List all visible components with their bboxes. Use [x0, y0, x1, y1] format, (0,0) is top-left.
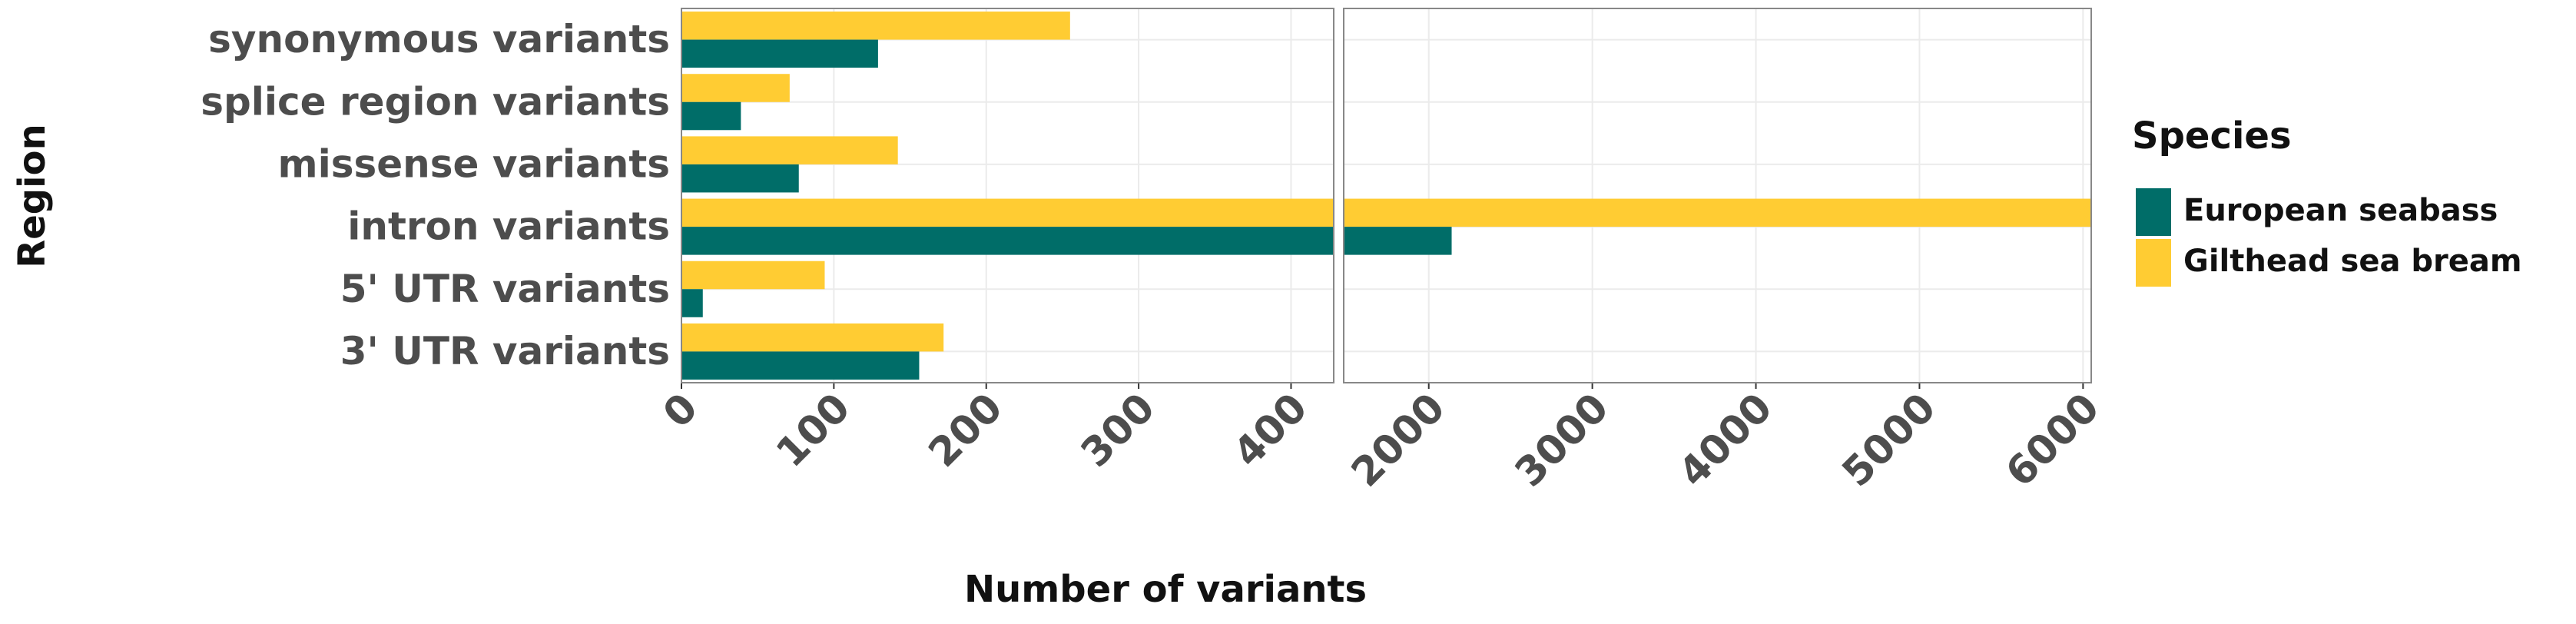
- bar: [1344, 227, 1452, 255]
- legend-label: Gilthead sea bream: [2183, 244, 2522, 279]
- x-tick-label: 0: [655, 385, 707, 437]
- y-tick-label: intron variants: [347, 204, 670, 249]
- bar: [681, 164, 799, 193]
- x-tick-label: 3000: [1507, 385, 1618, 496]
- x-tick-label: 5000: [1834, 385, 1945, 496]
- y-tick-label: 5' UTR variants: [340, 267, 670, 311]
- legend-label: European seabass: [2183, 193, 2498, 228]
- bar: [681, 39, 878, 68]
- x-tick-label: 2000: [1343, 385, 1454, 496]
- x-tick-label: 200: [920, 385, 1012, 476]
- bar: [681, 289, 703, 317]
- bar: [681, 323, 944, 352]
- y-axis-title: Region: [11, 124, 54, 267]
- bar: [681, 351, 920, 380]
- x-axis-title: Number of variants: [964, 568, 1367, 611]
- x-tick-label: 4000: [1670, 385, 1782, 496]
- legend-key: [2136, 239, 2171, 287]
- bar: [681, 227, 1334, 255]
- x-tick-label: 100: [767, 385, 859, 476]
- panel-border: [681, 8, 1334, 383]
- bar: [681, 136, 898, 164]
- x-tick-label: 400: [1225, 385, 1316, 476]
- bar: [681, 74, 790, 102]
- bars: [1344, 198, 2091, 255]
- y-tick-label: synonymous variants: [208, 17, 670, 61]
- bar: [1344, 198, 2091, 227]
- bar: [681, 101, 741, 131]
- y-tick-label: missense variants: [278, 141, 670, 186]
- panel-background: [681, 8, 1334, 383]
- y-tick-label: 3' UTR variants: [340, 329, 670, 373]
- x-tick-label: 6000: [1997, 385, 2109, 496]
- y-tick-label: splice region variants: [201, 79, 670, 124]
- bar: [681, 198, 1334, 227]
- bar: [681, 12, 1070, 40]
- bars: [681, 12, 1334, 380]
- legend-key: [2136, 188, 2171, 236]
- bar: [681, 261, 825, 290]
- panel-border: [1343, 8, 2092, 383]
- panel-background: [1344, 8, 2091, 383]
- legend-title: Species: [2132, 115, 2292, 158]
- x-tick-label: 300: [1073, 385, 1164, 476]
